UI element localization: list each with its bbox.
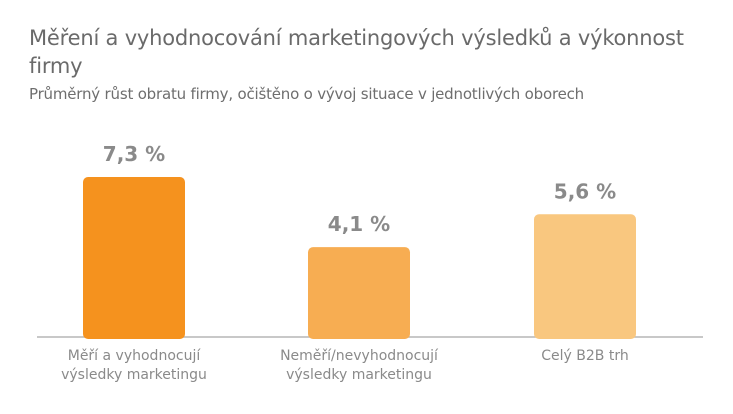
bar-1 [83, 177, 185, 339]
chart-title: Měření a vyhodnocování marketingových vý… [29, 26, 684, 78]
category-label-1-line-2: výsledky marketingu [61, 367, 207, 383]
category-label-2-line-1: Neměří/nevyhodnocují [280, 348, 439, 364]
bar-2 [308, 247, 410, 339]
category-label-2-line-2: výsledky marketingu [286, 367, 432, 383]
value-label-3: 5,6 % [554, 179, 616, 203]
value-label-2: 4,1 % [328, 212, 390, 236]
value-label-1: 7,3 % [103, 142, 165, 166]
category-label-1-line-1: Měří a vyhodnocují [68, 348, 202, 364]
category-label-3-line-1: Celý B2B trh [541, 348, 628, 364]
bar-3 [534, 214, 636, 339]
chart-subtitle: Průměrný růst obratu firmy, očištěno o v… [29, 85, 584, 103]
